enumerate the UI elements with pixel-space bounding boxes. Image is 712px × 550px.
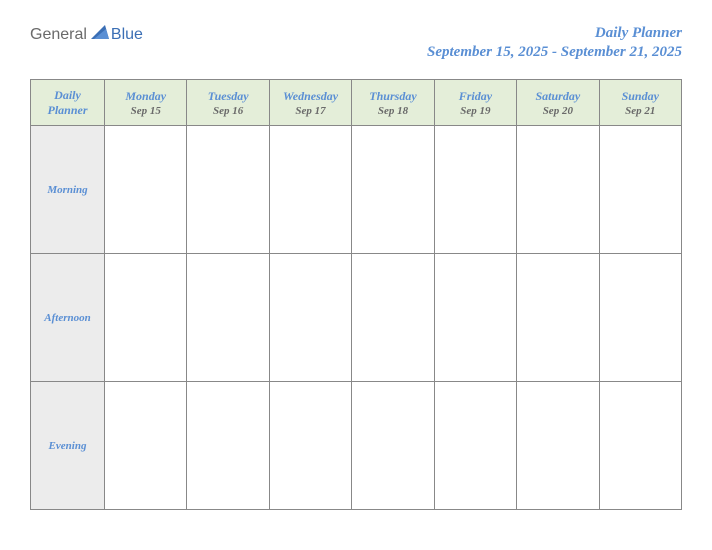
col-header-tuesday: Tuesday Sep 16: [187, 80, 269, 126]
cell: [269, 254, 351, 382]
cell: [187, 382, 269, 510]
col-header-thursday: Thursday Sep 18: [352, 80, 434, 126]
day-date: Sep 16: [189, 105, 266, 117]
day-name: Sunday: [602, 89, 679, 104]
cell: [517, 382, 599, 510]
time-label-afternoon: Afternoon: [31, 254, 105, 382]
cell: [517, 254, 599, 382]
col-header-monday: Monday Sep 15: [105, 80, 187, 126]
logo-arrow-icon: [91, 25, 109, 44]
planner-table: Daily Planner Monday Sep 15 Tuesday Sep …: [30, 79, 682, 510]
cell: [187, 254, 269, 382]
day-date: Sep 21: [602, 105, 679, 117]
col-header-sunday: Sunday Sep 21: [599, 80, 681, 126]
day-name: Saturday: [519, 89, 596, 104]
day-date: Sep 20: [519, 105, 596, 117]
date-range: September 15, 2025 - September 21, 2025: [427, 44, 682, 61]
cell: [105, 126, 187, 254]
cell: [599, 126, 681, 254]
header: General Blue Daily Planner September 15,…: [30, 25, 682, 61]
day-name: Monday: [107, 89, 184, 104]
col-header-friday: Friday Sep 19: [434, 80, 516, 126]
day-name: Thursday: [354, 89, 431, 104]
cell: [187, 126, 269, 254]
cell: [599, 382, 681, 510]
col-header-wednesday: Wednesday Sep 17: [269, 80, 351, 126]
logo-text-blue: Blue: [111, 26, 143, 44]
cell: [434, 126, 516, 254]
cell: [517, 126, 599, 254]
cell: [105, 382, 187, 510]
day-name: Friday: [437, 89, 514, 104]
cell: [434, 254, 516, 382]
cell: [599, 254, 681, 382]
cell: [105, 254, 187, 382]
cell: [434, 382, 516, 510]
row-evening: Evening: [31, 382, 682, 510]
day-name: Wednesday: [272, 89, 349, 104]
row-morning: Morning: [31, 126, 682, 254]
page-title: Daily Planner: [427, 25, 682, 42]
time-label-evening: Evening: [31, 382, 105, 510]
row-afternoon: Afternoon: [31, 254, 682, 382]
day-date: Sep 18: [354, 105, 431, 117]
logo-text-general: General: [30, 26, 87, 44]
cell: [269, 382, 351, 510]
day-name: Tuesday: [189, 89, 266, 104]
cell: [352, 126, 434, 254]
title-block: Daily Planner September 15, 2025 - Septe…: [427, 25, 682, 61]
col-header-saturday: Saturday Sep 20: [517, 80, 599, 126]
header-row: Daily Planner Monday Sep 15 Tuesday Sep …: [31, 80, 682, 126]
cell: [352, 254, 434, 382]
day-date: Sep 19: [437, 105, 514, 117]
corner-cell: Daily Planner: [31, 80, 105, 126]
cell: [352, 382, 434, 510]
time-label-morning: Morning: [31, 126, 105, 254]
logo: General Blue: [30, 25, 143, 44]
cell: [269, 126, 351, 254]
day-date: Sep 17: [272, 105, 349, 117]
day-date: Sep 15: [107, 105, 184, 117]
